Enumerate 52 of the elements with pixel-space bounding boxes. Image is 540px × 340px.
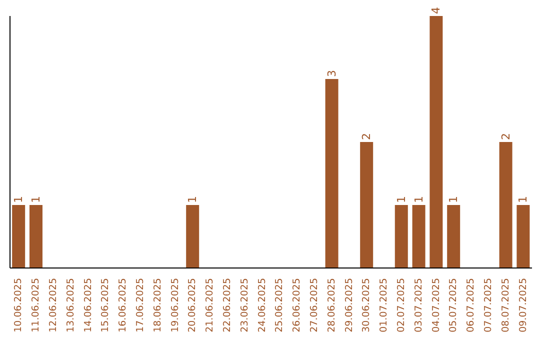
x-tick-label: 25.06.2025 — [274, 278, 286, 332]
data-label: 1 — [412, 196, 426, 203]
x-tick-label: 19.06.2025 — [170, 278, 181, 332]
x-tick-label: 17.06.2025 — [135, 278, 146, 332]
x-tick-label: 01.07.2025 — [378, 278, 390, 332]
data-label: 2 — [499, 133, 512, 140]
data-label: 1 — [447, 196, 460, 203]
x-tick-label: 26.06.2025 — [292, 278, 303, 332]
bar — [447, 205, 460, 268]
data-label: 1 — [29, 196, 42, 203]
x-tick-label: 29.06.2025 — [344, 278, 355, 332]
bar — [430, 16, 443, 268]
x-tick-label: 03.07.2025 — [413, 278, 424, 332]
x-tick-label: 23.06.2025 — [239, 278, 250, 332]
x-tick-label: 22.06.2025 — [222, 278, 233, 332]
data-label: 1 — [394, 196, 408, 203]
x-tick-label: 08.07.2025 — [500, 278, 512, 332]
bar — [516, 205, 530, 268]
bar — [325, 79, 338, 268]
bar — [394, 205, 408, 268]
data-label: 3 — [325, 70, 338, 77]
x-tick-label: 28.06.2025 — [326, 278, 338, 332]
data-label: 1 — [186, 196, 200, 203]
x-tick-label: 07.07.2025 — [483, 278, 494, 332]
x-tick-label: 06.07.2025 — [466, 278, 477, 332]
x-tick-label: 30.06.2025 — [361, 278, 372, 332]
x-tick-label: 18.06.2025 — [152, 278, 164, 332]
x-tick-label: 05.07.2025 — [448, 278, 460, 332]
x-tick-label: 13.06.2025 — [65, 278, 76, 332]
data-label: 1 — [516, 196, 530, 203]
x-tick-label: 04.07.2025 — [430, 278, 442, 332]
bar — [360, 142, 374, 268]
bar — [29, 205, 42, 268]
x-tick-label: 24.06.2025 — [256, 278, 268, 332]
x-tick-label: 20.06.2025 — [187, 278, 198, 332]
x-tick-label: 27.06.2025 — [309, 278, 320, 332]
data-label: 2 — [360, 133, 374, 140]
bar — [412, 205, 426, 268]
x-tick-label: 12.06.2025 — [48, 278, 59, 332]
x-tick-label: 15.06.2025 — [100, 278, 112, 332]
x-tick-label: 02.07.2025 — [396, 278, 407, 332]
x-tick-label: 16.06.2025 — [118, 278, 129, 332]
data-label: 1 — [12, 196, 26, 203]
bar — [186, 205, 200, 268]
x-tick-label: 09.07.2025 — [518, 278, 529, 332]
data-label: 4 — [430, 7, 443, 14]
x-tick-label: 14.06.2025 — [82, 278, 94, 332]
x-tick-label: 11.06.2025 — [30, 278, 42, 332]
x-tick-label: 21.06.2025 — [204, 278, 216, 332]
bar — [499, 142, 512, 268]
bar — [12, 205, 26, 268]
x-tick-label: 10.06.2025 — [13, 278, 24, 332]
